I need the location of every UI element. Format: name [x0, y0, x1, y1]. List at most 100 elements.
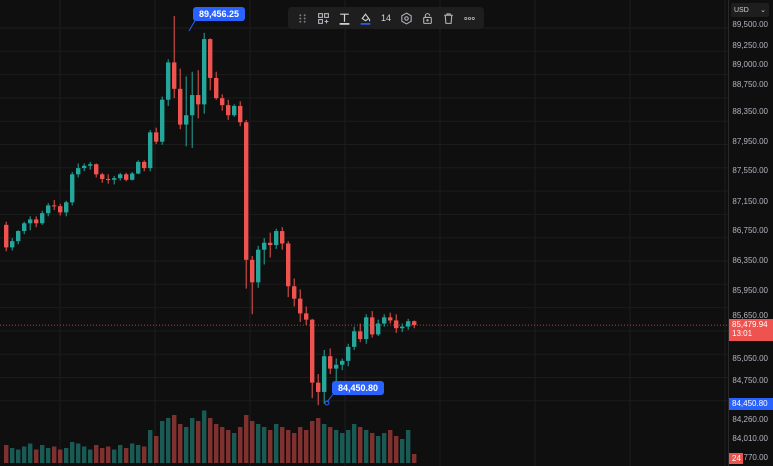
- volume-bar: [136, 445, 141, 463]
- volume-bar: [316, 418, 321, 463]
- volume-bar: [58, 449, 63, 463]
- volume-bar: [112, 449, 117, 463]
- volume-bar: [184, 427, 189, 463]
- price-tick-label: 87,550.00: [732, 166, 768, 175]
- lock-icon[interactable]: [417, 7, 438, 29]
- current-price-tag: 85,479.94 13:01: [729, 319, 773, 341]
- candle-body: [322, 356, 327, 392]
- volume-bar: [16, 449, 21, 463]
- price-tick-label: 85,650.00: [732, 311, 768, 320]
- price-tick-label: 84,260.00: [732, 415, 768, 424]
- volume-bar: [406, 430, 411, 463]
- candle-body: [256, 249, 261, 283]
- currency-label: USD: [734, 6, 749, 14]
- volume-bar: [52, 446, 57, 463]
- countdown-label: 13:01: [732, 329, 753, 338]
- candle-body: [160, 99, 165, 142]
- volume-bar: [154, 436, 159, 463]
- price-tick-label: 87,150.00: [732, 197, 768, 206]
- volume-bar: [262, 427, 267, 463]
- price-tick-label: 89,500.00: [732, 20, 768, 29]
- volume-bar: [130, 443, 135, 463]
- volume-bar: [28, 443, 33, 463]
- volume-bar: [244, 415, 249, 463]
- candle-body: [310, 319, 315, 383]
- font-size-value[interactable]: 14: [381, 13, 392, 23]
- candle-body: [274, 231, 279, 246]
- candle-body: [316, 382, 321, 392]
- candle-body: [304, 313, 309, 320]
- candle-body: [364, 317, 369, 340]
- volume-bar: [394, 436, 399, 463]
- volume-bar: [286, 430, 291, 463]
- fill-color-icon[interactable]: [355, 7, 376, 29]
- volume-bar: [280, 427, 285, 463]
- more-icon[interactable]: [459, 7, 480, 29]
- low-price-callout[interactable]: 84,450.80: [332, 381, 385, 395]
- candle-body: [142, 161, 147, 169]
- candle-body: [328, 356, 333, 369]
- candle-body: [268, 242, 273, 246]
- price-tick-label: 88,750.00: [732, 80, 768, 89]
- candle-body: [244, 122, 249, 260]
- candle-body: [82, 165, 87, 169]
- volume-bar: [250, 421, 255, 463]
- volume-bar: [124, 448, 129, 463]
- volume-bar: [76, 443, 81, 463]
- candle-body: [46, 205, 51, 214]
- candle-body: [58, 206, 63, 213]
- candle-body: [178, 88, 183, 125]
- volume-bar: [268, 430, 273, 463]
- volume-bar: [328, 427, 333, 463]
- volume-bar: [202, 410, 207, 463]
- candle-body: [106, 178, 111, 180]
- volume-bar: [142, 446, 147, 463]
- volume-bar: [82, 446, 87, 463]
- settings-icon[interactable]: [396, 7, 417, 29]
- volume-bar: [40, 445, 45, 463]
- candle-body: [292, 286, 297, 299]
- candle-body: [52, 205, 57, 207]
- high-price-callout[interactable]: 89,456.25: [193, 7, 246, 21]
- volume-bar: [46, 448, 51, 463]
- volume-bar: [388, 430, 393, 463]
- candle-body: [94, 164, 99, 175]
- volume-bar: [148, 430, 153, 463]
- drag-handle-icon[interactable]: [292, 7, 313, 29]
- candle-body: [64, 202, 69, 213]
- candle-body: [286, 243, 291, 287]
- candle-body: [166, 62, 171, 100]
- price-axis[interactable]: 89,500.00 89,250.00 89,000.00 88,750.00 88,3…: [728, 0, 773, 466]
- candle-body: [334, 364, 339, 369]
- candle-body: [352, 331, 357, 347]
- candle-body: [232, 105, 237, 116]
- price-tick-label: 86,750.00: [732, 226, 768, 235]
- volume-bar: [370, 433, 375, 463]
- candle-body: [76, 168, 81, 175]
- candle-body: [130, 173, 135, 180]
- candle-body: [262, 242, 267, 250]
- candle-body: [154, 132, 159, 142]
- candle-body: [16, 231, 21, 242]
- currency-selector[interactable]: USD ⌄: [731, 3, 769, 17]
- volume-bar: [106, 446, 111, 463]
- text-icon[interactable]: [334, 7, 355, 29]
- candle-body: [136, 161, 141, 174]
- candle-body: [280, 231, 285, 244]
- candle-body: [412, 321, 417, 326]
- volume-bar: [256, 424, 261, 463]
- candle-body: [382, 317, 387, 324]
- candle-body: [250, 259, 255, 283]
- candle-body: [4, 224, 9, 248]
- drawing-toolbar: 14: [288, 7, 484, 29]
- volume-bar: [22, 446, 27, 463]
- volume-bar: [322, 424, 327, 463]
- candlestick-chart[interactable]: [0, 0, 728, 466]
- trash-icon[interactable]: [438, 7, 459, 29]
- candle-body: [388, 317, 393, 321]
- candle-body: [406, 321, 411, 327]
- volume-bar: [412, 454, 417, 463]
- layout-icon[interactable]: [313, 7, 334, 29]
- price-tick-label: 84,010.00: [732, 434, 768, 443]
- candle-body: [88, 164, 93, 166]
